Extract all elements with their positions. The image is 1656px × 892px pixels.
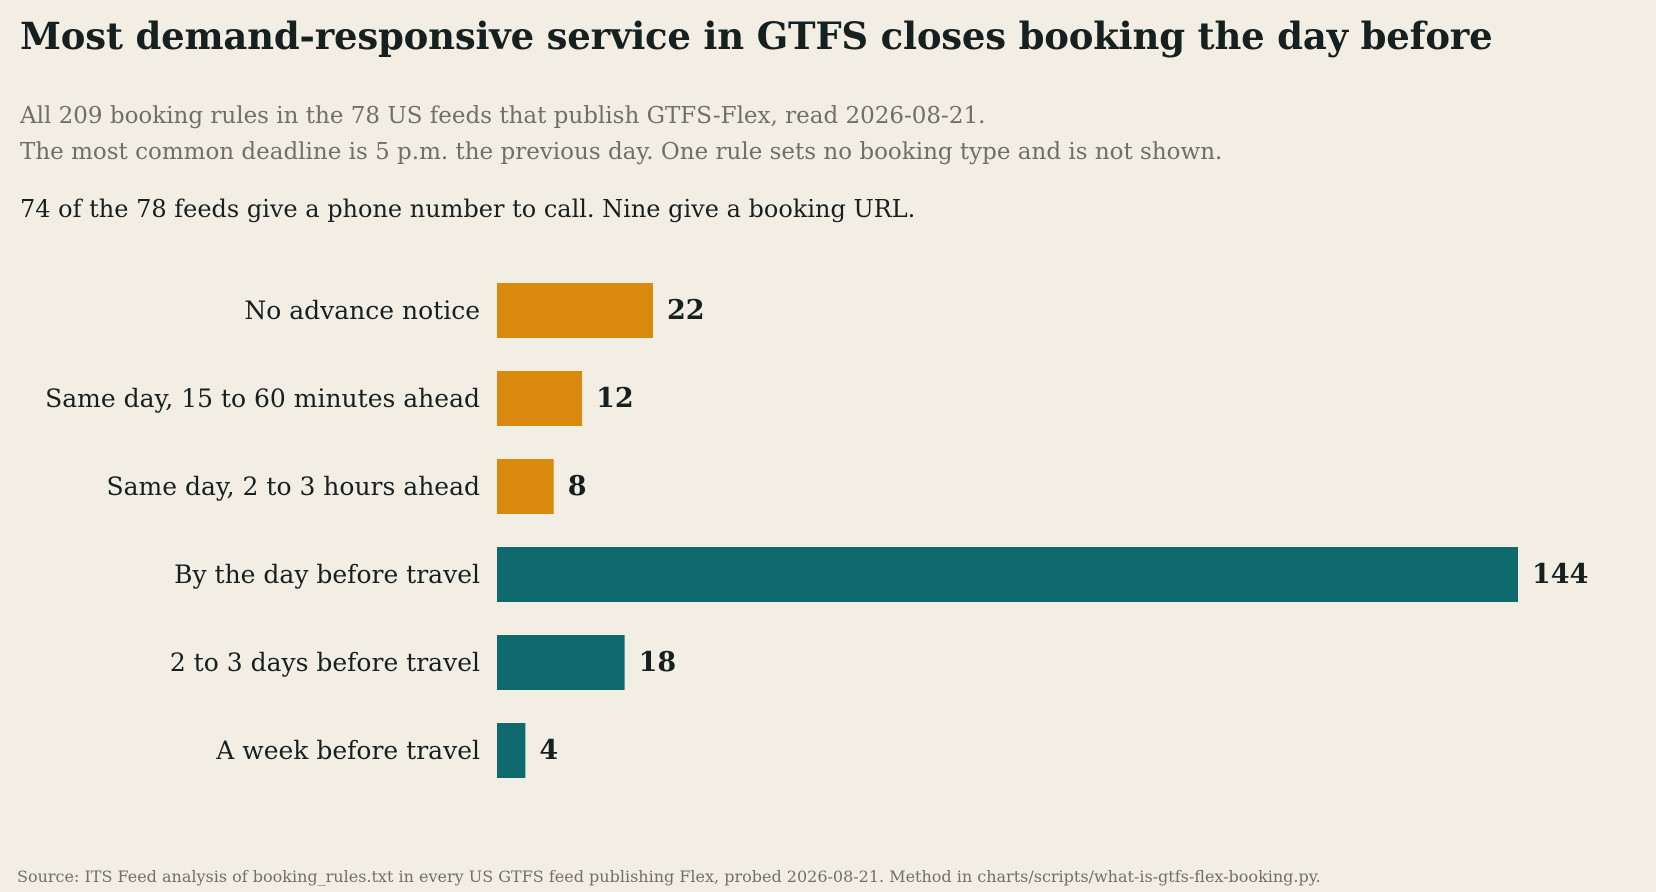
bar <box>497 547 1518 602</box>
category-label: Same day, 15 to 60 minutes ahead <box>45 384 480 413</box>
bar <box>497 723 526 778</box>
chart-subtitle-line-2: The most common deadline is 5 p.m. the p… <box>20 139 1223 165</box>
chart-note: 74 of the 78 feeds give a phone number t… <box>20 195 916 223</box>
chart-title: Most demand-responsive service in GTFS c… <box>20 14 1493 58</box>
bar <box>497 635 625 690</box>
source-note: Source: ITS Feed analysis of booking_rul… <box>17 867 1321 886</box>
value-label: 18 <box>639 647 677 678</box>
chart-subtitle-line-1: All 209 booking rules in the 78 US feeds… <box>20 103 986 129</box>
category-label: By the day before travel <box>174 560 480 589</box>
value-label: 12 <box>596 383 634 414</box>
value-label: 22 <box>667 295 705 326</box>
category-label: A week before travel <box>215 736 480 765</box>
value-label: 4 <box>539 735 558 766</box>
category-label: No advance notice <box>244 296 480 325</box>
value-label: 8 <box>568 471 587 502</box>
bar <box>497 371 583 426</box>
category-label: 2 to 3 days before travel <box>170 648 480 677</box>
value-label: 144 <box>1532 559 1588 590</box>
bars-layer: No advance notice 22 Same day, 15 to 60 mi… <box>45 283 1588 778</box>
bar <box>497 459 554 514</box>
bar <box>497 283 653 338</box>
category-label: Same day, 2 to 3 hours ahead <box>106 472 480 501</box>
